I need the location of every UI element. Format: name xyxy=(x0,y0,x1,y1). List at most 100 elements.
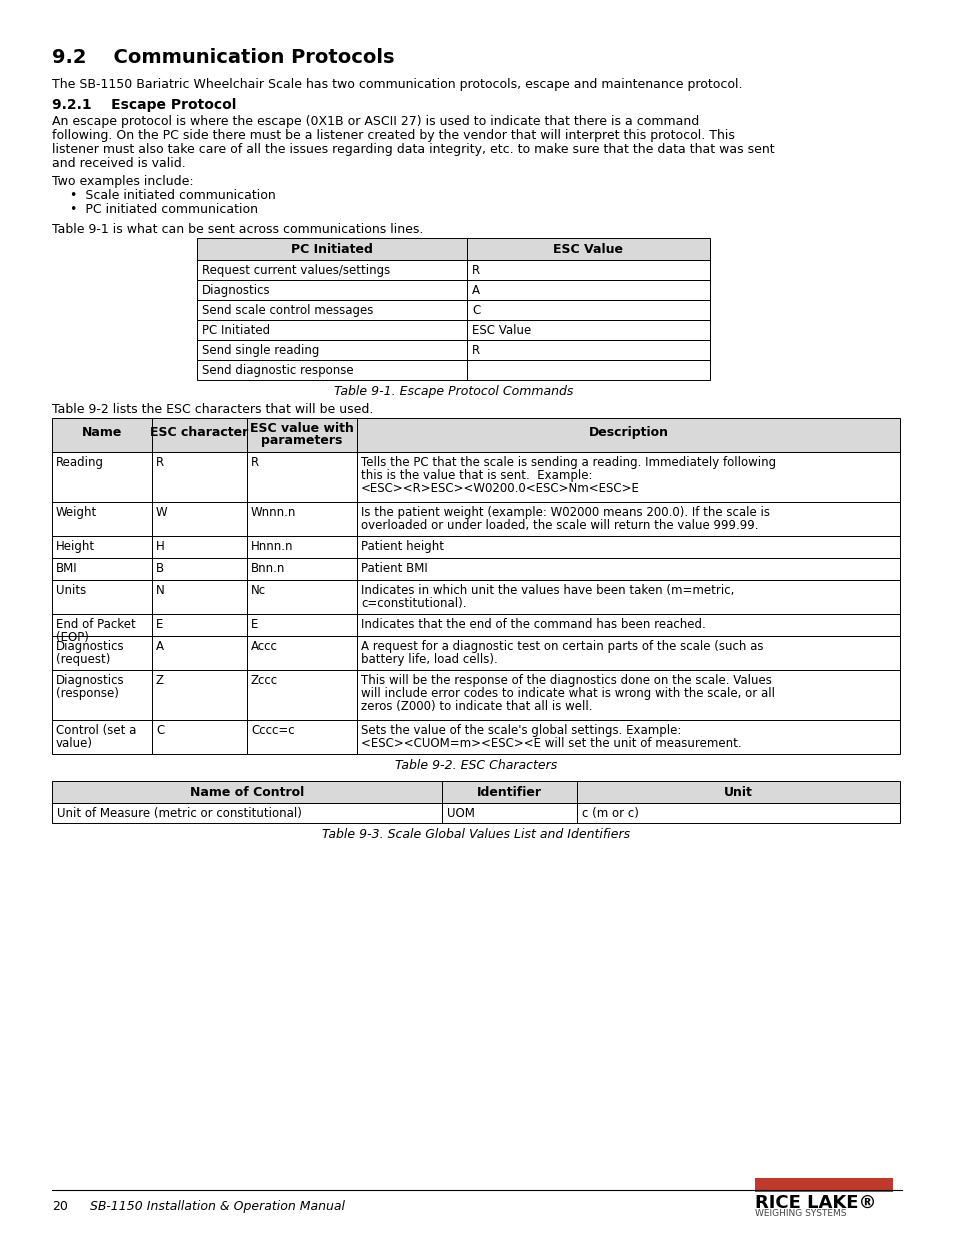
Text: Z: Z xyxy=(156,674,164,687)
Bar xyxy=(247,558,356,580)
Bar xyxy=(247,720,356,755)
Bar xyxy=(356,636,899,671)
Text: and received is valid.: and received is valid. xyxy=(52,157,186,170)
Bar xyxy=(152,580,247,614)
Bar xyxy=(152,501,247,536)
Bar xyxy=(152,720,247,755)
Text: A: A xyxy=(472,284,479,296)
Text: End of Packet: End of Packet xyxy=(56,618,135,631)
Text: overloaded or under loaded, the scale will return the value 999.99.: overloaded or under loaded, the scale wi… xyxy=(360,519,758,532)
Text: R: R xyxy=(472,345,479,357)
Bar xyxy=(441,803,577,823)
Text: (request): (request) xyxy=(56,653,111,666)
Text: 20: 20 xyxy=(52,1200,68,1213)
Text: Name: Name xyxy=(82,426,122,438)
Bar xyxy=(356,580,899,614)
Bar xyxy=(152,452,247,501)
Bar xyxy=(247,580,356,614)
Bar xyxy=(356,558,899,580)
Bar xyxy=(356,417,899,452)
Bar xyxy=(577,803,899,823)
Bar xyxy=(467,280,709,300)
Text: Table 9-2. ESC Characters: Table 9-2. ESC Characters xyxy=(395,760,557,772)
Bar xyxy=(356,614,899,636)
Text: will include error codes to indicate what is wrong with the scale, or all: will include error codes to indicate wha… xyxy=(360,687,774,700)
Text: listener must also take care of all the issues regarding data integrity, etc. to: listener must also take care of all the … xyxy=(52,143,774,156)
Text: 9.2    Communication Protocols: 9.2 Communication Protocols xyxy=(52,48,395,67)
Bar xyxy=(152,636,247,671)
Text: E: E xyxy=(251,618,258,631)
Text: WEIGHING SYSTEMS: WEIGHING SYSTEMS xyxy=(754,1209,845,1218)
Text: Tells the PC that the scale is sending a reading. Immediately following: Tells the PC that the scale is sending a… xyxy=(360,456,776,469)
Text: ESC character: ESC character xyxy=(151,426,249,438)
Text: C: C xyxy=(156,724,164,737)
Bar xyxy=(467,238,709,261)
Bar xyxy=(247,636,356,671)
Text: R: R xyxy=(472,264,479,277)
Text: UOM: UOM xyxy=(447,806,475,820)
Text: Name of Control: Name of Control xyxy=(190,785,304,799)
Text: value): value) xyxy=(56,737,92,750)
Text: battery life, load cells).: battery life, load cells). xyxy=(360,653,497,666)
Text: Indicates that the end of the command has been reached.: Indicates that the end of the command ha… xyxy=(360,618,705,631)
Bar xyxy=(152,671,247,720)
Text: A request for a diagnostic test on certain parts of the scale (such as: A request for a diagnostic test on certa… xyxy=(360,640,762,653)
Bar xyxy=(196,280,467,300)
Bar xyxy=(196,238,467,261)
Text: Table 9-2 lists the ESC characters that will be used.: Table 9-2 lists the ESC characters that … xyxy=(52,403,373,416)
Text: (EOP): (EOP) xyxy=(56,631,89,643)
Text: Unit of Measure (metric or constitutional): Unit of Measure (metric or constitutiona… xyxy=(57,806,301,820)
Text: Description: Description xyxy=(588,426,668,438)
Text: Patient height: Patient height xyxy=(360,540,443,553)
Text: Hnnn.n: Hnnn.n xyxy=(251,540,294,553)
Text: Nc: Nc xyxy=(251,584,266,597)
Text: •  PC initiated communication: • PC initiated communication xyxy=(70,203,257,216)
Bar xyxy=(152,558,247,580)
Text: Table 9-1. Escape Protocol Commands: Table 9-1. Escape Protocol Commands xyxy=(334,385,573,398)
Text: Send scale control messages: Send scale control messages xyxy=(202,304,373,317)
Text: c=constitutional).: c=constitutional). xyxy=(360,597,466,610)
Bar xyxy=(152,536,247,558)
Text: R: R xyxy=(156,456,164,469)
Text: Zccc: Zccc xyxy=(251,674,278,687)
Bar xyxy=(152,614,247,636)
Text: Table 9-3. Scale Global Values List and Identifiers: Table 9-3. Scale Global Values List and … xyxy=(321,827,629,841)
Text: ESC value with: ESC value with xyxy=(250,422,354,435)
Text: Height: Height xyxy=(56,540,95,553)
Bar xyxy=(52,536,152,558)
Bar xyxy=(356,671,899,720)
Text: Is the patient weight (example: W02000 means 200.0). If the scale is: Is the patient weight (example: W02000 m… xyxy=(360,506,769,519)
Text: PC Initiated: PC Initiated xyxy=(202,324,270,337)
Bar xyxy=(196,320,467,340)
Text: The SB-1150 Bariatric Wheelchair Scale has two communication protocols, escape a: The SB-1150 Bariatric Wheelchair Scale h… xyxy=(52,78,741,91)
Text: Table 9-1 is what can be sent across communications lines.: Table 9-1 is what can be sent across com… xyxy=(52,224,423,236)
Bar xyxy=(356,536,899,558)
Bar xyxy=(577,781,899,803)
Bar xyxy=(52,720,152,755)
Bar xyxy=(467,300,709,320)
Text: Diagnostics: Diagnostics xyxy=(56,640,125,653)
Text: N: N xyxy=(156,584,165,597)
Bar xyxy=(467,320,709,340)
Bar xyxy=(356,720,899,755)
Bar xyxy=(467,359,709,380)
Text: Accc: Accc xyxy=(251,640,277,653)
Text: Send diagnostic response: Send diagnostic response xyxy=(202,364,354,377)
Text: R: R xyxy=(251,456,259,469)
Bar xyxy=(52,614,152,636)
Text: H: H xyxy=(156,540,165,553)
Bar xyxy=(247,671,356,720)
Bar xyxy=(467,261,709,280)
Bar xyxy=(247,501,356,536)
Text: C: C xyxy=(472,304,479,317)
Text: RICE LAKE®: RICE LAKE® xyxy=(754,1194,876,1212)
Bar xyxy=(52,803,441,823)
Bar xyxy=(52,580,152,614)
Text: Bnn.n: Bnn.n xyxy=(251,562,285,576)
Text: Control (set a: Control (set a xyxy=(56,724,136,737)
Text: E: E xyxy=(156,618,163,631)
Bar xyxy=(52,671,152,720)
Text: B: B xyxy=(156,562,164,576)
Bar xyxy=(247,536,356,558)
Text: PC Initiated: PC Initiated xyxy=(291,243,373,256)
